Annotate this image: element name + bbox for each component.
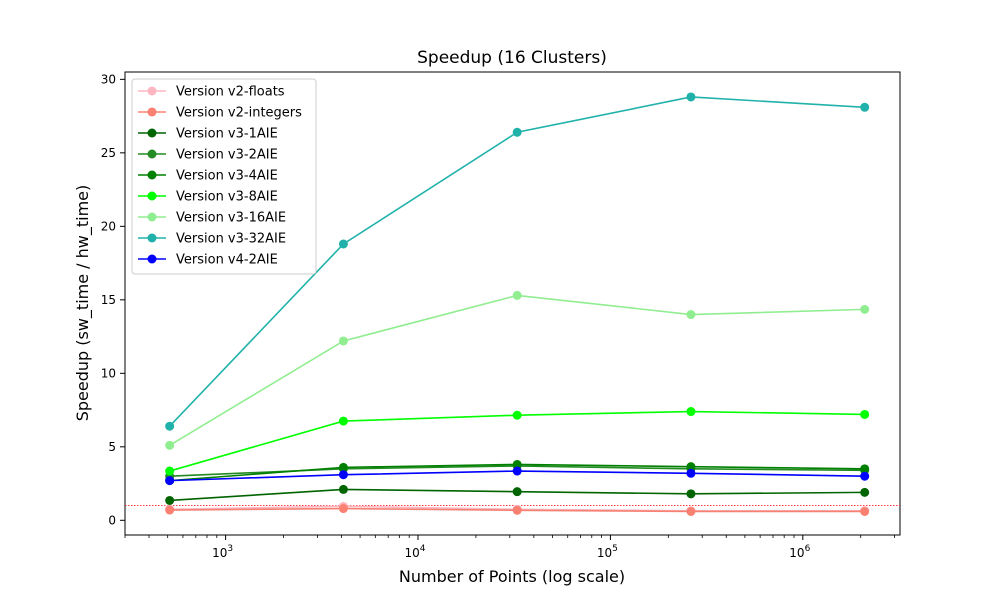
data-point bbox=[512, 487, 522, 497]
data-point bbox=[686, 506, 696, 516]
series-6 bbox=[165, 290, 870, 450]
series-layer bbox=[165, 92, 870, 516]
data-point bbox=[860, 409, 870, 419]
series-1 bbox=[165, 504, 870, 516]
data-point bbox=[860, 304, 870, 314]
data-point bbox=[338, 484, 348, 494]
y-tick-label: 5 bbox=[108, 440, 116, 454]
x-axis: 103 104 105 106 bbox=[124, 535, 896, 560]
plot-area bbox=[124, 71, 901, 536]
data-point bbox=[686, 407, 696, 417]
legend-swatch-marker bbox=[147, 170, 157, 180]
legend-swatch-marker bbox=[147, 233, 157, 243]
data-point bbox=[338, 462, 348, 472]
y-tick-label: 20 bbox=[101, 219, 116, 233]
data-point bbox=[686, 462, 696, 472]
data-point bbox=[165, 505, 175, 515]
legend-label: Version v3-8AIE bbox=[176, 190, 278, 205]
y-tick-label: 30 bbox=[101, 72, 116, 86]
legend-swatch-marker bbox=[147, 212, 157, 222]
data-point bbox=[338, 239, 348, 249]
legend-swatch-marker bbox=[147, 86, 157, 96]
data-point bbox=[512, 127, 522, 137]
data-point bbox=[686, 310, 696, 320]
legend-swatch-marker bbox=[147, 128, 157, 138]
legend-swatch-marker bbox=[147, 149, 157, 159]
legend-item: Version v3-1AIE bbox=[138, 127, 278, 142]
legend-item: Version v3-2AIE bbox=[138, 148, 278, 163]
legend-item: Version v3-8AIE bbox=[138, 190, 278, 205]
data-point bbox=[165, 466, 175, 476]
legend-item: Version v2-integers bbox=[138, 106, 302, 121]
legend-label: Version v3-2AIE bbox=[176, 148, 278, 163]
chart-title: Speedup (16 Clusters) bbox=[417, 48, 607, 68]
legend-label: Version v2-floats bbox=[176, 85, 285, 100]
legend-item: Version v4-2AIE bbox=[138, 253, 278, 268]
legend-label: Version v3-16AIE bbox=[176, 211, 286, 226]
legend-label: Version v3-1AIE bbox=[176, 127, 278, 142]
y-axis: 0 5 10 15 20 25 30 bbox=[101, 72, 125, 527]
data-point bbox=[165, 440, 175, 450]
data-point bbox=[512, 410, 522, 420]
data-point bbox=[165, 495, 175, 505]
data-point bbox=[338, 416, 348, 426]
data-point bbox=[338, 470, 348, 480]
data-point bbox=[338, 504, 348, 514]
data-point bbox=[860, 102, 870, 112]
data-point bbox=[512, 290, 522, 300]
y-tick-label: 15 bbox=[101, 293, 116, 307]
legend-label: Version v2-integers bbox=[176, 106, 302, 121]
series-2 bbox=[165, 484, 870, 505]
data-point bbox=[165, 476, 175, 486]
legend-label: Version v4-2AIE bbox=[176, 253, 278, 268]
legend-item: Version v3-32AIE bbox=[138, 232, 286, 247]
y-tick-label: 25 bbox=[101, 146, 116, 160]
data-point bbox=[686, 468, 696, 478]
legend-box bbox=[131, 78, 317, 275]
series-8 bbox=[165, 466, 870, 486]
data-point bbox=[860, 506, 870, 516]
y-tick-label: 0 bbox=[108, 513, 116, 527]
legend-item: Version v3-16AIE bbox=[138, 211, 286, 226]
data-point bbox=[686, 489, 696, 499]
data-point bbox=[512, 466, 522, 476]
legend: Version v2-floats Version v2-integers Vers… bbox=[131, 78, 317, 275]
legend-swatch-marker bbox=[147, 107, 157, 117]
legend-item: Version v2-floats bbox=[138, 85, 285, 100]
x-tick-label: 104 bbox=[404, 544, 425, 560]
x-tick-label: 106 bbox=[789, 544, 810, 560]
x-tick-label: 105 bbox=[597, 544, 618, 560]
data-point bbox=[165, 421, 175, 431]
legend-label: Version v3-4AIE bbox=[176, 169, 278, 184]
x-tick-label: 103 bbox=[212, 544, 233, 560]
data-point bbox=[860, 487, 870, 497]
data-point bbox=[338, 336, 348, 346]
data-point bbox=[512, 459, 522, 469]
legend-swatch-marker bbox=[147, 191, 157, 201]
legend-label: Version v3-32AIE bbox=[176, 232, 286, 247]
legend-swatch-marker bbox=[147, 254, 157, 264]
legend-item: Version v3-4AIE bbox=[138, 169, 278, 184]
series-7 bbox=[165, 92, 870, 431]
x-axis-label: Number of Points (log scale) bbox=[399, 567, 625, 586]
y-axis-label: Speedup (sw_time / hw_time) bbox=[73, 185, 93, 422]
data-point bbox=[686, 92, 696, 102]
y-tick-label: 10 bbox=[101, 366, 116, 380]
data-point bbox=[860, 464, 870, 474]
data-point bbox=[512, 505, 522, 515]
series-5 bbox=[165, 407, 870, 476]
data-point bbox=[860, 471, 870, 481]
